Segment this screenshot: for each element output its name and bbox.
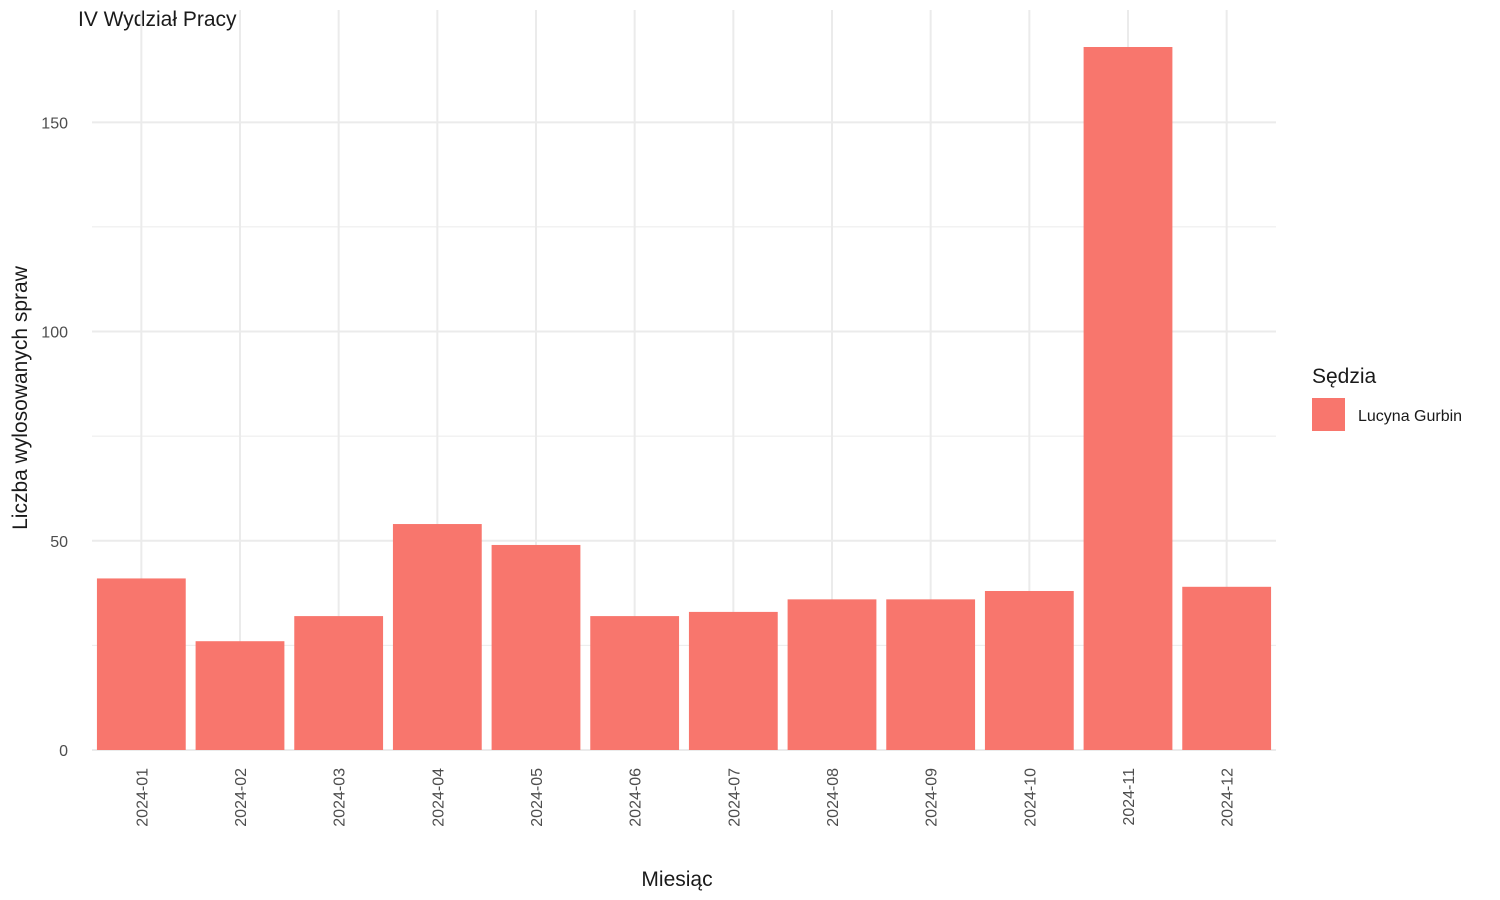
chart-title: IV Wydział Pracy xyxy=(78,8,237,31)
bar xyxy=(294,616,384,750)
y-axis-title: Liczba wylosowanych spraw xyxy=(9,265,32,530)
bars xyxy=(96,47,1272,750)
legend-label: Lucyna Gurbin xyxy=(1358,408,1462,425)
bar xyxy=(96,578,186,750)
x-tick-label: 2024-07 xyxy=(726,768,743,827)
x-tick-label: 2024-10 xyxy=(1022,768,1039,827)
bar xyxy=(195,641,285,750)
x-axis-title: Miesiąc xyxy=(641,868,712,891)
x-axis-ticks: 2024-01 2024-02 2024-03 2024-04 2024-05 2024-… xyxy=(134,768,1236,827)
bar xyxy=(1083,47,1173,750)
bar xyxy=(491,544,581,750)
legend-title: Sędzia xyxy=(1312,365,1377,388)
x-tick-label: 2024-09 xyxy=(924,768,941,827)
bar xyxy=(984,590,1074,750)
x-tick-label: 2024-02 xyxy=(233,768,250,827)
x-tick-label: 2024-06 xyxy=(628,768,645,827)
y-axis-ticks: 0 50 100 150 xyxy=(41,115,68,760)
bar xyxy=(688,611,778,750)
x-tick-label: 2024-05 xyxy=(529,768,546,827)
bar xyxy=(590,616,680,750)
x-tick-label: 2024-12 xyxy=(1220,768,1237,827)
legend: Sędzia Lucyna Gurbin xyxy=(1312,365,1462,431)
x-tick-label: 2024-03 xyxy=(332,768,349,827)
x-tick-label: 2024-01 xyxy=(134,768,151,827)
x-tick-label: 2024-04 xyxy=(430,768,447,827)
bar xyxy=(1182,586,1272,750)
x-tick-label: 2024-08 xyxy=(825,768,842,827)
y-tick-label: 0 xyxy=(59,743,68,760)
legend-key xyxy=(1312,398,1345,431)
x-tick-label: 2024-11 xyxy=(1121,768,1138,826)
bar xyxy=(886,599,976,750)
bar xyxy=(787,599,877,750)
bar xyxy=(392,524,482,750)
y-tick-label: 100 xyxy=(41,325,68,342)
y-tick-label: 150 xyxy=(41,115,68,132)
y-tick-label: 50 xyxy=(50,534,68,551)
